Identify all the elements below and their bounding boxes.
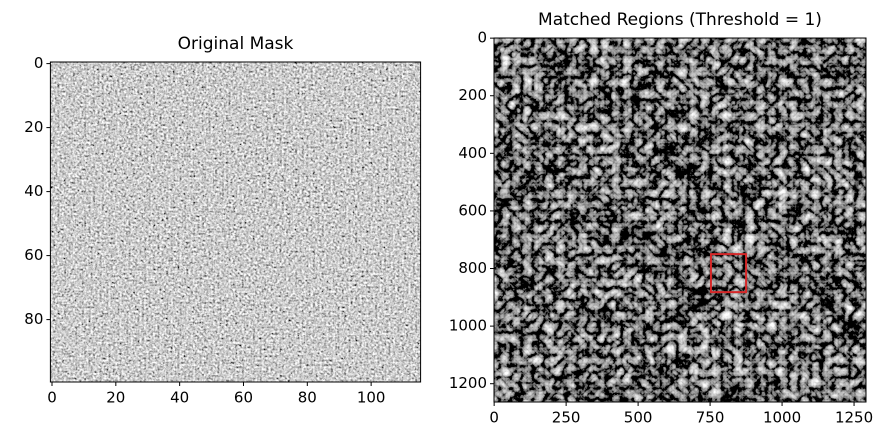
y-tick-label: 400	[458, 144, 487, 162]
y-tick-label: 600	[458, 201, 487, 219]
x-tick-label: 750	[696, 409, 725, 427]
y-tick-label: 1200	[449, 374, 487, 392]
y-tick-label: 0	[477, 29, 487, 47]
x-tick-label: 0	[489, 409, 499, 427]
y-tick-label: 20	[24, 118, 43, 136]
y-tick-label: 800	[458, 259, 487, 277]
matched-image	[494, 38, 866, 402]
x-tick-label: 1250	[835, 409, 873, 427]
mask-image	[50, 62, 420, 382]
y-tick-label: 0	[34, 54, 44, 72]
figure: Original Mask020406080100020406080Matche…	[0, 0, 883, 437]
x-tick-label: 80	[298, 389, 317, 407]
y-tick-label: 40	[24, 182, 43, 200]
x-tick-label: 0	[47, 389, 57, 407]
x-tick-label: 100	[357, 389, 386, 407]
x-tick-label: 20	[106, 389, 125, 407]
x-tick-label: 60	[234, 389, 253, 407]
y-tick-label: 1000	[449, 317, 487, 335]
chart-title: Matched Regions (Threshold = 1)	[538, 10, 822, 30]
y-tick-label: 200	[458, 86, 487, 104]
x-tick-label: 250	[552, 409, 581, 427]
y-tick-label: 60	[24, 246, 43, 264]
x-tick-label: 1000	[763, 409, 801, 427]
y-tick-label: 80	[24, 310, 43, 328]
chart-title: Original Mask	[178, 34, 294, 54]
x-tick-label: 40	[170, 389, 189, 407]
x-tick-label: 500	[624, 409, 653, 427]
